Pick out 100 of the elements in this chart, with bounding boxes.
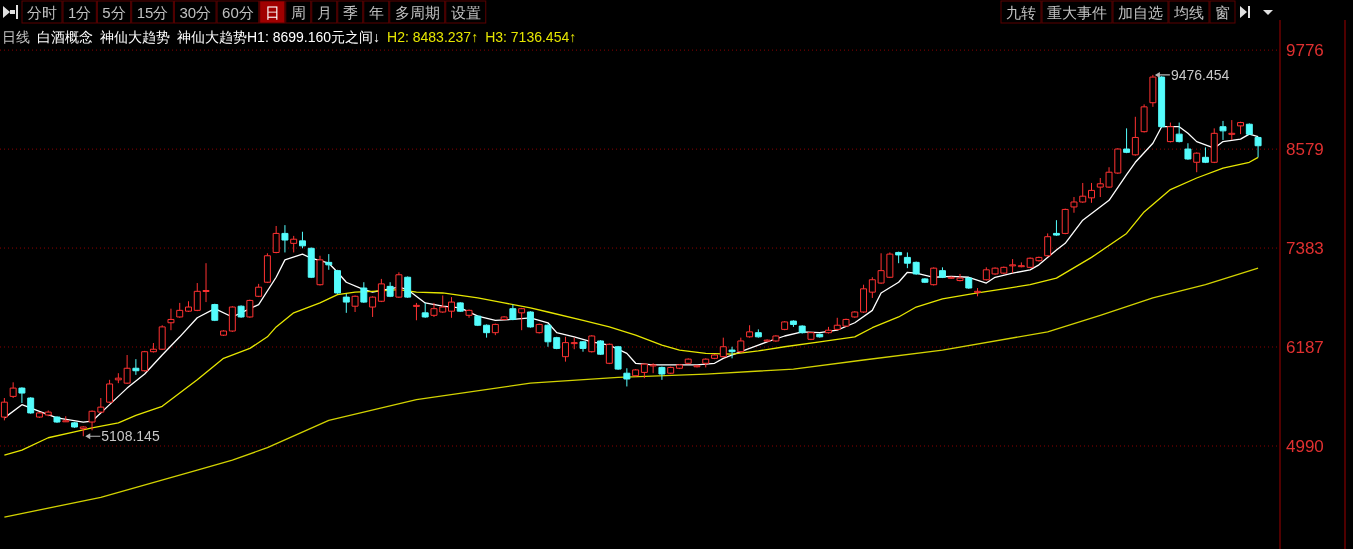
annotation: 神仙大趋势H1: 8699.160元之间↓ [177, 29, 381, 45]
candlestick [369, 295, 377, 318]
candlestick [526, 310, 534, 329]
candlestick [860, 284, 868, 314]
candlestick [921, 277, 929, 284]
candlestick [71, 421, 78, 429]
candlestick [938, 266, 946, 279]
y-tick-label: 8579 [1286, 140, 1324, 160]
y-tick-label: 7383 [1286, 239, 1324, 259]
candlestick [675, 363, 683, 370]
candlestick [798, 324, 806, 335]
candlestick [237, 304, 245, 319]
candlestick [79, 425, 87, 437]
candlestick [281, 224, 289, 253]
candlestick [474, 314, 482, 327]
candlestick [44, 409, 52, 417]
annotation: 5108.145 [101, 428, 160, 445]
text: 日线 [2, 29, 30, 45]
candlestick [185, 300, 192, 313]
candlestick [158, 324, 166, 351]
annotation: 周 [290, 4, 306, 21]
candlestick [1088, 182, 1095, 204]
candlestick [53, 415, 61, 424]
candlestick [9, 381, 17, 399]
candlestick [35, 411, 43, 419]
candlestick [702, 357, 710, 368]
candlestick [290, 235, 298, 253]
candlestick [149, 342, 157, 354]
candlestick [632, 368, 640, 378]
annotation: 9476.454 [1170, 66, 1230, 83]
candlestick [491, 323, 499, 336]
candlestick [1202, 146, 1209, 164]
candlestick [588, 334, 596, 354]
candlestick [930, 266, 938, 287]
candlestick [307, 246, 315, 279]
candlestick [1166, 122, 1174, 143]
candlestick [1193, 151, 1201, 173]
candlestick [658, 366, 666, 381]
candlestick [1044, 232, 1052, 258]
candlestick [719, 337, 727, 358]
candlestick [1017, 261, 1025, 268]
candlestick [746, 324, 754, 339]
candlestick [903, 251, 911, 269]
candlestick [509, 304, 517, 321]
candlestick [667, 366, 675, 375]
line-series [3, 156, 1259, 456]
annotation: H2: 8483.237↑ [387, 29, 479, 45]
candlestick [334, 269, 342, 295]
candlestick [535, 323, 543, 335]
candlestick [518, 307, 526, 331]
candlestick [1009, 258, 1017, 274]
annotation: 15分 [136, 4, 169, 21]
candlestick [27, 396, 35, 415]
candlestick [1237, 121, 1245, 135]
candlestick [965, 276, 973, 290]
candlestick [974, 287, 982, 297]
candlestick [325, 253, 333, 271]
candlestick [272, 225, 280, 254]
candlestick [377, 278, 385, 303]
candlestick [597, 339, 605, 356]
candlestick [351, 294, 359, 313]
candlestick [132, 358, 140, 376]
candlestick [605, 342, 613, 365]
candlestick [614, 345, 622, 371]
candlestick [263, 252, 271, 284]
annotation: 多周期 [394, 4, 440, 21]
line-series [3, 267, 1259, 518]
candlestick [579, 340, 587, 353]
candlestick [737, 337, 745, 354]
text: 白酒概念 [37, 29, 93, 45]
candlestick [1219, 120, 1227, 141]
candlestick [912, 261, 920, 276]
candlestick [0, 397, 8, 421]
candlestick [895, 251, 903, 264]
candlestick [825, 326, 832, 335]
candlestick [1149, 74, 1157, 108]
candlestick [18, 386, 26, 404]
candlestick [228, 305, 236, 333]
candlestick [711, 353, 718, 360]
candlestick [1228, 119, 1236, 141]
candlestick [167, 308, 175, 331]
candlestick [456, 301, 464, 313]
candlestick [789, 319, 797, 328]
annotation: 神仙大趋势 [100, 29, 170, 45]
annotation: 重大事件 [1047, 4, 1107, 21]
y-tick-label: 4990 [1286, 437, 1324, 457]
candlestick [1210, 127, 1218, 164]
candlestick [412, 302, 420, 321]
candlestick [483, 323, 491, 339]
candlestick [360, 281, 368, 304]
candlestick [684, 357, 692, 365]
candlestick [816, 333, 824, 339]
annotation: 季 [342, 4, 358, 21]
candlestick [1123, 127, 1131, 154]
annotation: 日 [264, 4, 280, 21]
candlestick [220, 329, 228, 337]
candlestick [421, 302, 429, 319]
candlestick [562, 336, 569, 363]
candlestick [500, 315, 508, 321]
candlestick [640, 362, 648, 379]
